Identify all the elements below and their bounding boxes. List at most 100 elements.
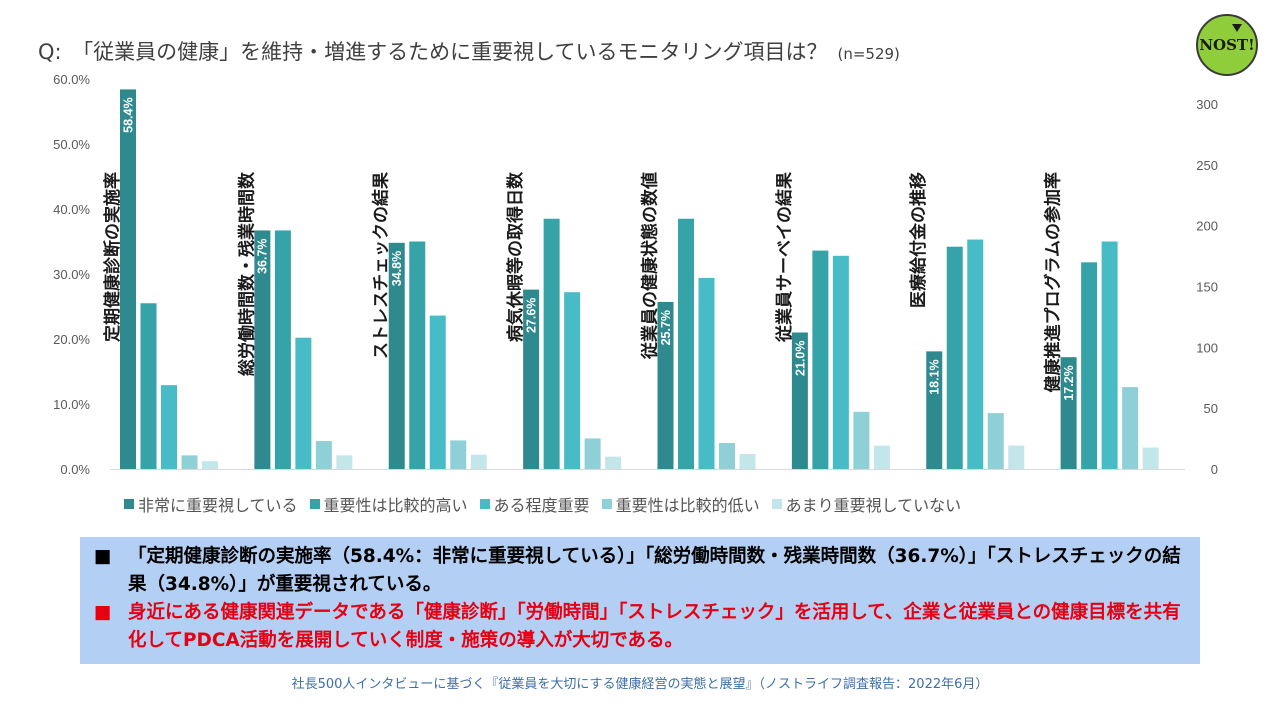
bar	[543, 218, 560, 469]
legend-item: ある程度重要	[479, 492, 590, 516]
sample-size: (n=529)	[837, 45, 900, 63]
square-bullet-icon: ■	[94, 546, 112, 567]
bar	[1101, 241, 1118, 469]
bar-chart: 0.0% 10.0% 20.0% 30.0% 40.0% 50.0% 60.0% 0 50 100…	[53, 72, 1218, 477]
bar	[678, 218, 694, 469]
bar	[739, 454, 756, 469]
data-label: 36.7%	[256, 238, 270, 273]
bar	[987, 413, 1004, 469]
bar	[140, 303, 157, 469]
legend-swatch	[601, 499, 612, 509]
y-axis-right-tick-label: 200	[1196, 219, 1218, 234]
question-text: Q: 「従業員の健康」を維持・増進するために重要視しているモニタリング項目は？	[38, 40, 828, 64]
y-axis-right-tick-label: 300	[1196, 97, 1218, 112]
bar	[161, 385, 177, 469]
legend-swatch	[124, 499, 134, 509]
bar	[832, 255, 849, 469]
square-bullet-icon: ■	[94, 602, 112, 623]
bar	[388, 242, 405, 469]
y-axis-left-tick-label: 10.0%	[53, 397, 90, 412]
bar	[967, 239, 984, 469]
bar	[791, 332, 808, 469]
category-label: 病気休暇等の取得日数	[505, 171, 526, 342]
data-label: 25.7%	[659, 310, 673, 345]
bar	[523, 289, 540, 469]
category-label: 総労働時間数・残業時間数	[236, 171, 257, 376]
category-label: 医療給付金の推移	[908, 172, 929, 308]
y-axis-right-tick-label: 150	[1196, 280, 1218, 295]
bar	[254, 230, 271, 469]
bar	[657, 301, 674, 469]
legend-item: 重要性は比較的高い	[309, 492, 468, 516]
data-label: 18.1%	[928, 359, 942, 394]
logo-text: NOST!	[1199, 36, 1255, 54]
bar	[295, 337, 312, 469]
data-label: 21.0%	[793, 341, 807, 376]
bar	[336, 455, 353, 469]
y-axis-left-tick-label: 30.0%	[53, 267, 90, 282]
bar	[1142, 447, 1159, 469]
y-axis-left-tick-label: 0.0%	[60, 462, 90, 477]
y-axis-left-tick-label: 50.0%	[53, 137, 90, 152]
data-label: 58.4%	[121, 97, 135, 132]
logo-triangle-icon	[1232, 24, 1242, 32]
legend-label: 重要性は比較的低い	[615, 496, 760, 515]
y-axis-left-tick-label: 20.0%	[53, 332, 90, 347]
y-axis-right-tick-label: 100	[1196, 340, 1218, 355]
summary-text-1: 「定期健康診断の実施率（58.4%：非常に重要視している）」「総労働時間数・残業…	[128, 546, 1181, 595]
legend-label: あまり重要視していない	[785, 496, 962, 515]
data-label: 27.6%	[525, 298, 539, 333]
bar	[450, 440, 467, 469]
legend-label: 非常に重要視している	[138, 496, 298, 515]
bar	[853, 411, 870, 469]
legend-label: ある程度重要	[493, 496, 590, 515]
category-label: 従業員の健康状態の数値	[639, 172, 660, 360]
category-label: 定期健康診断の実施率	[102, 172, 123, 342]
bar	[1008, 445, 1025, 469]
bar	[873, 445, 890, 469]
data-label: 34.8%	[390, 251, 404, 286]
bar	[1122, 387, 1139, 469]
legend-label: 重要性は比較的高い	[323, 496, 468, 515]
bar	[274, 230, 291, 469]
bar	[470, 454, 487, 469]
bar	[698, 277, 715, 469]
bar	[429, 315, 446, 469]
category-label: ストレスチェックの結果	[371, 172, 392, 359]
chart-title: Q: 「従業員の健康」を維持・増進するために重要視しているモニタリング項目は？ (…	[38, 36, 900, 66]
source-footer: 社長500人インタビューに基づく『従業員を大切にする健康経営の実態と展望』（ノス…	[291, 677, 989, 692]
summary-point-2: ■ 身近にある健康関連データである「健康診断」「労働時間」「ストレスチェック」を…	[94, 599, 1186, 655]
legend-item: あまり重要視していない	[771, 492, 962, 516]
y-axis-right-tick-label: 50	[1204, 401, 1218, 416]
category-label: 健康推進プログラムの参加率	[1043, 172, 1064, 393]
bar	[926, 351, 943, 469]
y-axis-left-tick-label: 60.0%	[53, 72, 90, 87]
bar	[605, 456, 622, 469]
bar	[564, 292, 581, 469]
bar	[1060, 357, 1077, 469]
legend-item: 重要性は比較的低い	[601, 492, 760, 516]
y-axis-left-tick-label: 40.0%	[53, 202, 90, 217]
bar	[719, 443, 735, 469]
summary-text-2: 身近にある健康関連データである「健康診断」「労働時間」「ストレスチェック」を活用…	[128, 602, 1181, 651]
bar	[409, 241, 426, 469]
y-axis-right-tick-label: 0	[1211, 462, 1218, 477]
bar	[202, 461, 218, 469]
summary-point-1: ■ 「定期健康診断の実施率（58.4%：非常に重要視している）」「総労働時間数・…	[94, 543, 1186, 599]
bar	[946, 246, 963, 469]
category-label: 従業員サーベイの結果	[774, 172, 795, 343]
bar	[181, 455, 198, 469]
legend-swatch	[771, 499, 782, 509]
legend-swatch	[309, 499, 320, 509]
bar	[120, 89, 136, 470]
y-axis-right-tick-label: 250	[1196, 158, 1218, 173]
legend-swatch	[479, 499, 490, 509]
bar	[1081, 262, 1098, 469]
legend-item: 非常に重要視している	[124, 492, 298, 516]
chart-legend: 非常に重要視している 重要性は比較的高い ある程度重要 重要性は比較的低い あまり重要視…	[124, 492, 961, 516]
summary-box: ■ 「定期健康診断の実施率（58.4%：非常に重要視している）」「総労働時間数・…	[80, 537, 1200, 664]
nost-logo: NOST!	[1196, 14, 1258, 76]
bar	[584, 438, 601, 469]
data-label: 17.2%	[1062, 365, 1076, 400]
bar	[812, 250, 829, 469]
